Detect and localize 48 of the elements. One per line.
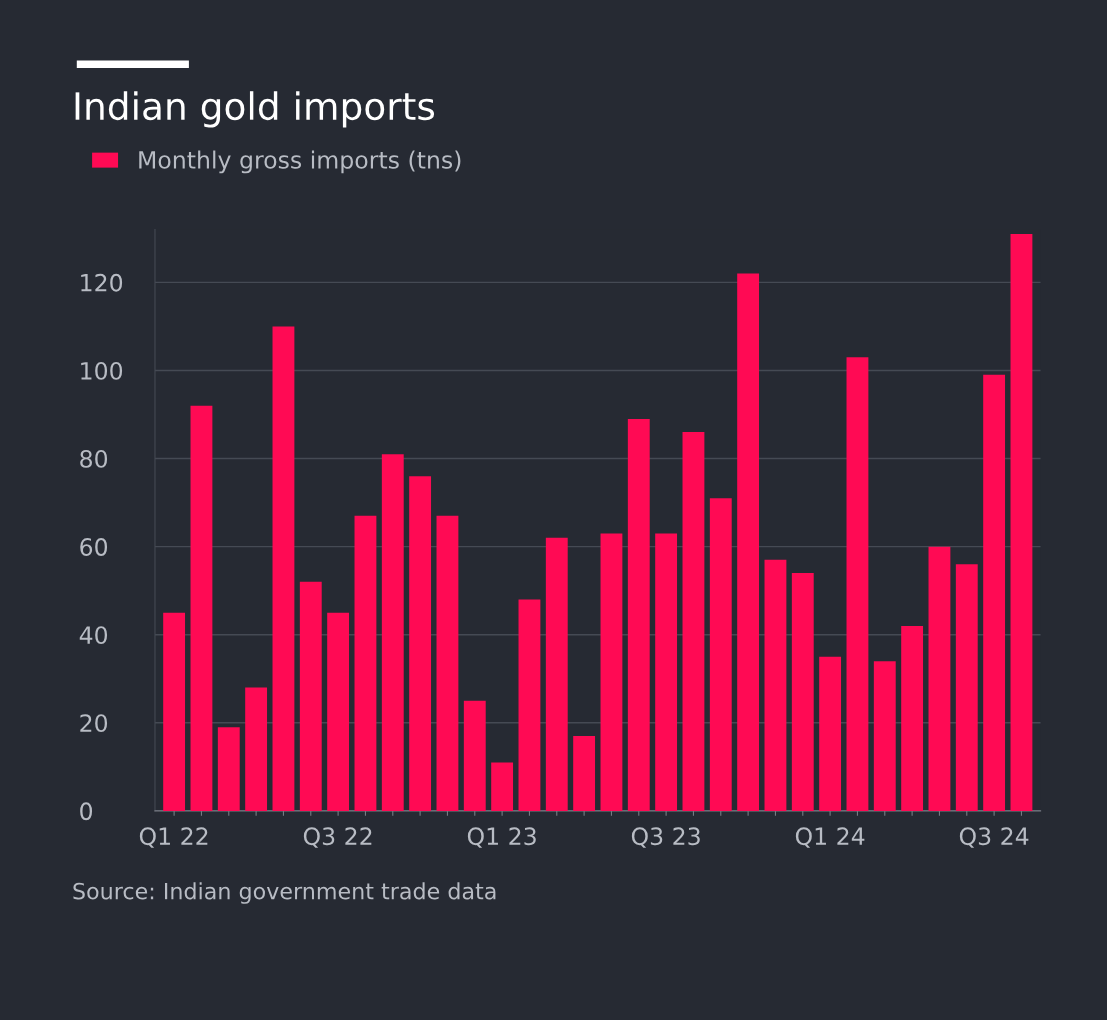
bar [573, 736, 596, 811]
y-tick-label: 20 [80, 714, 108, 733]
bar [709, 498, 732, 811]
chart-title: Indian gold imports [75, 91, 435, 128]
x-tick-label: Q3 24 [959, 827, 1029, 848]
x-tick-label: Q3 22 [303, 827, 372, 848]
bar [190, 405, 213, 811]
bar [819, 656, 842, 811]
bar [627, 418, 650, 811]
legend-label: Monthly gross imports (tns) [139, 150, 461, 174]
bar [1010, 233, 1033, 811]
bar [518, 599, 541, 811]
y-tick-label: 100 [81, 361, 123, 380]
bar [491, 762, 514, 811]
bar [381, 454, 404, 811]
bar [545, 537, 568, 811]
y-tick-label: 0 [80, 802, 93, 821]
bar [600, 533, 623, 811]
bar [245, 687, 268, 811]
bar [463, 700, 486, 811]
y-tick-label: 40 [79, 626, 108, 645]
bar [928, 546, 951, 811]
bar [655, 533, 678, 811]
y-tick-label: 60 [80, 538, 108, 556]
bar [217, 727, 240, 811]
bar [272, 326, 295, 811]
x-tick-label: Q1 23 [467, 827, 536, 848]
bar [327, 612, 350, 811]
x-tick-label: Q3 23 [631, 827, 700, 848]
bar [846, 357, 869, 811]
bar [354, 515, 377, 811]
bar [299, 581, 322, 811]
bar [764, 559, 787, 811]
bar [791, 573, 814, 811]
bar [873, 661, 896, 811]
bar [901, 625, 924, 811]
bar [409, 476, 432, 811]
x-tick-label: Q1 22 [139, 827, 208, 848]
bar [163, 612, 186, 811]
bar [436, 515, 459, 811]
y-tick-label: 80 [80, 449, 108, 468]
y-tick-label: 120 [81, 273, 123, 292]
bar [737, 273, 760, 811]
bar [983, 374, 1006, 811]
bar [955, 564, 978, 811]
source-note: Source: Indian government trade data [73, 882, 496, 904]
bar [682, 432, 705, 811]
x-tick-label: Q1 24 [795, 827, 865, 848]
